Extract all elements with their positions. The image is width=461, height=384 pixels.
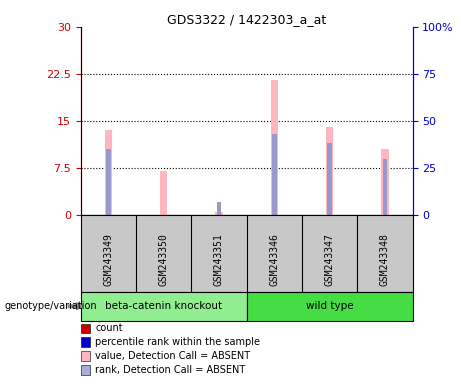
Bar <box>327 143 332 215</box>
Bar <box>381 149 389 215</box>
Text: genotype/variation: genotype/variation <box>5 301 97 311</box>
Bar <box>383 159 387 215</box>
Bar <box>215 212 223 215</box>
Text: percentile rank within the sample: percentile rank within the sample <box>95 337 260 347</box>
Text: wild type: wild type <box>306 301 354 311</box>
Bar <box>160 171 167 215</box>
Text: rank, Detection Call = ABSENT: rank, Detection Call = ABSENT <box>95 365 246 375</box>
Bar <box>81 292 247 321</box>
Text: GSM243349: GSM243349 <box>103 233 113 286</box>
Text: beta-catenin knockout: beta-catenin knockout <box>105 301 222 311</box>
FancyArrow shape <box>68 303 83 310</box>
Text: GSM243351: GSM243351 <box>214 233 224 286</box>
Bar <box>272 134 277 215</box>
Bar <box>271 80 278 215</box>
Bar <box>105 131 112 215</box>
Bar <box>326 127 333 215</box>
Text: count: count <box>95 323 123 333</box>
Text: GSM243348: GSM243348 <box>380 233 390 286</box>
Bar <box>247 292 413 321</box>
Bar <box>217 202 221 215</box>
Text: value, Detection Call = ABSENT: value, Detection Call = ABSENT <box>95 351 250 361</box>
Text: GSM243346: GSM243346 <box>269 233 279 286</box>
Bar <box>106 149 111 215</box>
Text: GSM243347: GSM243347 <box>325 233 335 286</box>
Title: GDS3322 / 1422303_a_at: GDS3322 / 1422303_a_at <box>167 13 326 26</box>
Text: GSM243350: GSM243350 <box>159 233 169 286</box>
